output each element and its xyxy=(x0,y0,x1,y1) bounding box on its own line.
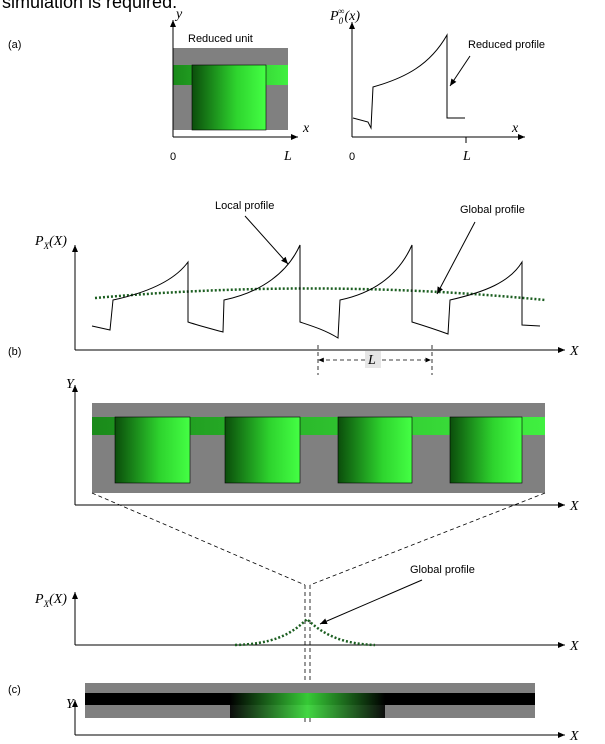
axis-label: P0∞(x) xyxy=(329,6,360,26)
axis-label: y xyxy=(174,7,183,22)
axis-label: PX(X) xyxy=(34,592,67,609)
argument: (X) xyxy=(49,234,67,249)
caption-fragment: simulation is required. xyxy=(2,0,177,12)
axis-label: X xyxy=(569,639,579,654)
global-profile xyxy=(95,288,545,300)
axis-label: 0 xyxy=(349,151,355,163)
symbol: P xyxy=(34,592,44,607)
full-geometry xyxy=(85,683,535,718)
axis-label: X xyxy=(569,499,579,514)
panel-label: (b) xyxy=(8,346,21,358)
symbol: P xyxy=(34,234,44,249)
axis-label: X xyxy=(569,729,579,744)
reduced-unit xyxy=(173,48,288,130)
argument: (x) xyxy=(344,9,360,24)
argument: (X) xyxy=(49,592,67,607)
axis-label: L xyxy=(283,149,292,164)
annotation: Local profile xyxy=(215,200,274,212)
axis-label: 0 xyxy=(170,151,176,163)
panel-label: (c) xyxy=(8,684,21,696)
panel-label: (a) xyxy=(8,39,21,51)
reduced-profile xyxy=(353,35,465,128)
figure: simulation is required. (a) Reduced unit… xyxy=(0,0,605,744)
axis-label: L xyxy=(462,149,471,164)
periodic-geometry xyxy=(92,403,545,493)
annotation: Global profile xyxy=(460,204,525,216)
axis-label: x xyxy=(302,121,310,136)
local-profile xyxy=(92,245,540,338)
subscript: 0 xyxy=(339,16,344,26)
unit-title: Reduced unit xyxy=(188,33,253,45)
axis-label: x xyxy=(511,121,519,136)
axis-label: PX(X) xyxy=(34,234,67,251)
period-label: L xyxy=(367,353,376,368)
axis-label: X xyxy=(569,344,579,359)
annotation: Global profile xyxy=(410,564,475,576)
annotation: Reduced profile xyxy=(468,39,545,51)
